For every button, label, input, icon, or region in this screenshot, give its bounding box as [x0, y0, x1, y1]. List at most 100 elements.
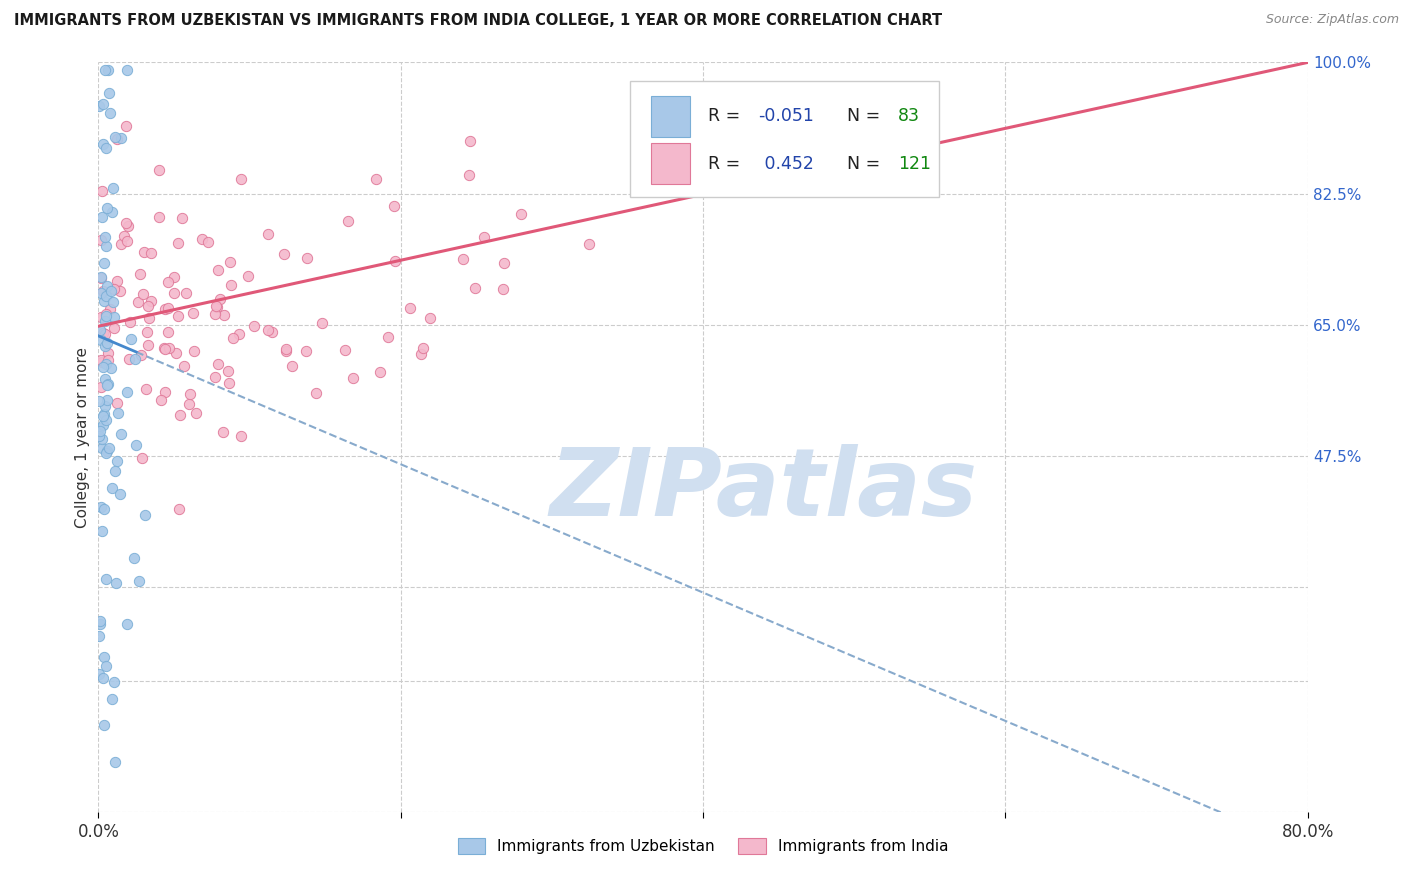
Point — [453, 252, 475, 267]
Point — [148, 210, 170, 224]
Point — [207, 358, 229, 372]
Point — [342, 371, 364, 385]
Point — [179, 397, 201, 411]
Point — [197, 235, 219, 250]
Point — [204, 307, 226, 321]
Point — [337, 213, 360, 227]
Point — [117, 235, 139, 249]
Point — [103, 310, 125, 325]
Point — [89, 323, 111, 337]
Point — [96, 393, 118, 408]
Point — [398, 301, 420, 315]
Point — [90, 310, 112, 324]
Point — [120, 316, 142, 330]
Point — [90, 352, 112, 367]
Point — [90, 286, 112, 301]
Point — [105, 396, 128, 410]
Point — [94, 230, 117, 244]
Legend: Immigrants from Uzbekistan, Immigrants from India: Immigrants from Uzbekistan, Immigrants f… — [451, 832, 955, 860]
Point — [97, 62, 120, 77]
Point — [101, 204, 124, 219]
Y-axis label: College, 1 year or more: College, 1 year or more — [75, 347, 90, 527]
Point — [377, 330, 399, 344]
Point — [208, 292, 231, 306]
Text: N =: N = — [846, 107, 886, 126]
Point — [89, 666, 111, 681]
Point — [91, 136, 114, 151]
Point — [93, 256, 115, 270]
Point — [100, 284, 122, 298]
Point — [273, 246, 295, 260]
Point — [91, 671, 114, 685]
Point — [110, 487, 132, 501]
Point — [186, 406, 208, 420]
Point — [174, 285, 197, 300]
Point — [135, 325, 157, 339]
Point — [138, 310, 160, 325]
Point — [131, 450, 153, 465]
Point — [105, 454, 128, 468]
Point — [204, 370, 226, 384]
Point — [419, 310, 441, 325]
Point — [110, 130, 132, 145]
Point — [110, 427, 132, 442]
Point — [96, 201, 118, 215]
Point — [172, 211, 194, 226]
Point — [384, 254, 406, 268]
Point — [124, 352, 146, 367]
Point — [129, 267, 152, 281]
Point — [229, 171, 252, 186]
Point — [103, 282, 125, 296]
Point — [136, 338, 159, 352]
Point — [89, 99, 111, 113]
Point — [134, 508, 156, 522]
Point — [118, 352, 141, 367]
Point — [139, 246, 162, 260]
Point — [94, 309, 117, 323]
Point — [90, 269, 112, 284]
Point — [91, 409, 114, 424]
Point — [128, 574, 150, 589]
FancyBboxPatch shape — [651, 95, 690, 137]
Point — [91, 326, 114, 340]
Point — [93, 718, 115, 732]
Point — [89, 629, 111, 643]
Point — [294, 344, 316, 359]
Point — [97, 87, 120, 101]
Point — [135, 382, 157, 396]
Point — [90, 524, 112, 539]
Point — [91, 284, 114, 298]
Point — [117, 219, 139, 233]
Text: -0.051: -0.051 — [759, 107, 814, 126]
Point — [305, 385, 328, 400]
Point — [93, 649, 115, 664]
Text: N =: N = — [846, 154, 886, 172]
Point — [105, 576, 128, 591]
Point — [221, 331, 243, 345]
Point — [89, 616, 111, 631]
Point — [105, 274, 128, 288]
Point — [173, 359, 195, 373]
Point — [214, 308, 236, 322]
Point — [97, 346, 120, 360]
Point — [91, 417, 114, 432]
Point — [103, 674, 125, 689]
Point — [155, 302, 177, 317]
Point — [163, 270, 186, 285]
Point — [91, 210, 114, 224]
Point — [108, 285, 131, 299]
Point — [219, 277, 242, 292]
Point — [90, 380, 112, 394]
FancyBboxPatch shape — [651, 143, 690, 185]
Point — [257, 323, 280, 337]
Point — [94, 659, 117, 673]
Point — [217, 364, 239, 378]
Point — [156, 301, 179, 315]
Point — [101, 691, 124, 706]
Text: ZIPatlas: ZIPatlas — [550, 443, 977, 535]
Point — [94, 572, 117, 586]
Text: 121: 121 — [897, 154, 931, 172]
Point — [94, 446, 117, 460]
Point — [91, 97, 114, 112]
Point — [117, 385, 139, 400]
